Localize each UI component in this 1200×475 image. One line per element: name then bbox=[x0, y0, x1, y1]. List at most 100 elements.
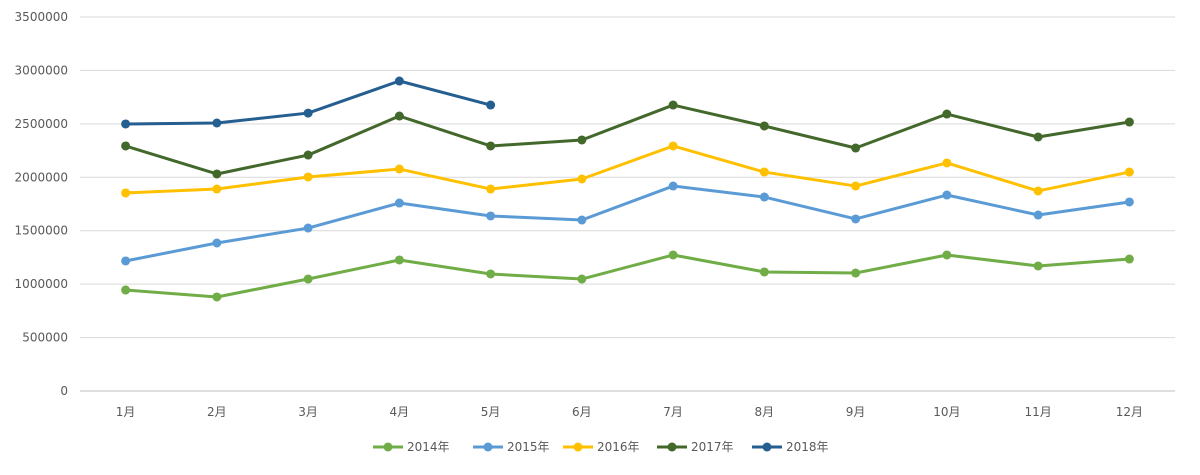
legend-label: 2018年 bbox=[786, 440, 829, 454]
data-point bbox=[486, 100, 496, 110]
x-tick-label: 7月 bbox=[663, 405, 683, 419]
data-point bbox=[121, 119, 131, 129]
data-point bbox=[121, 285, 131, 295]
x-tick-label: 5月 bbox=[481, 405, 501, 419]
data-point bbox=[577, 135, 587, 145]
series-2016年 bbox=[121, 141, 1134, 198]
x-tick-label: 3月 bbox=[298, 405, 318, 419]
data-point bbox=[1033, 210, 1043, 220]
data-point bbox=[942, 158, 952, 168]
legend: 2014年 2015年 2016年 2017年 2018年 bbox=[373, 440, 829, 454]
data-point bbox=[759, 192, 769, 202]
data-point bbox=[212, 169, 222, 179]
data-point bbox=[394, 76, 404, 86]
y-tick-label: 3500000 bbox=[15, 10, 68, 24]
data-point bbox=[1033, 186, 1043, 196]
legend-item: 2017年 bbox=[657, 440, 734, 454]
x-tick-label: 6月 bbox=[572, 405, 592, 419]
data-point bbox=[303, 223, 313, 233]
legend-swatch-marker bbox=[483, 442, 493, 452]
data-point bbox=[486, 141, 496, 151]
data-point bbox=[851, 268, 861, 278]
data-point bbox=[1124, 117, 1134, 127]
data-point bbox=[942, 250, 952, 260]
data-point bbox=[212, 184, 222, 194]
data-point bbox=[668, 250, 678, 260]
x-tick-label: 1月 bbox=[116, 405, 136, 419]
data-point bbox=[759, 167, 769, 177]
legend-swatch-marker bbox=[573, 442, 583, 452]
series-2017年 bbox=[121, 100, 1134, 179]
data-point bbox=[1033, 132, 1043, 142]
y-tick-label: 0 bbox=[60, 384, 68, 398]
data-point bbox=[303, 150, 313, 160]
legend-swatch-marker bbox=[667, 442, 677, 452]
data-point bbox=[577, 274, 587, 284]
x-tick-label: 8月 bbox=[755, 405, 775, 419]
data-point bbox=[394, 164, 404, 174]
y-tick-label: 500000 bbox=[22, 331, 68, 345]
legend-item: 2018年 bbox=[752, 440, 829, 454]
data-point bbox=[121, 256, 131, 266]
legend-item: 2015年 bbox=[473, 440, 550, 454]
y-tick-label: 1500000 bbox=[15, 224, 68, 238]
series-2018年 bbox=[121, 76, 496, 129]
data-point bbox=[394, 198, 404, 208]
x-tick-label: 11月 bbox=[1024, 405, 1051, 419]
legend-item: 2016年 bbox=[563, 440, 640, 454]
series-line bbox=[124, 144, 1131, 195]
data-point bbox=[303, 274, 313, 284]
data-point bbox=[759, 267, 769, 277]
legend-label: 2017年 bbox=[691, 440, 734, 454]
x-tick-label: 9月 bbox=[846, 405, 866, 419]
data-point bbox=[668, 181, 678, 191]
x-axis-ticks: 1月 2月 3月 4月 5月 6月 7月 8月 9月 10月 11月 12月 bbox=[116, 405, 1143, 419]
data-point bbox=[759, 121, 769, 131]
y-tick-label: 1000000 bbox=[15, 277, 68, 291]
data-point bbox=[303, 108, 313, 118]
y-tick-label: 2500000 bbox=[15, 117, 68, 131]
data-point bbox=[486, 184, 496, 194]
data-point bbox=[303, 172, 313, 182]
data-point bbox=[851, 143, 861, 153]
data-point bbox=[212, 238, 222, 248]
data-point bbox=[121, 141, 131, 151]
series-2015年 bbox=[121, 181, 1134, 266]
data-point bbox=[486, 211, 496, 221]
series-2014年 bbox=[121, 250, 1134, 302]
data-point bbox=[851, 214, 861, 224]
data-point bbox=[668, 141, 678, 151]
y-tick-label: 2000000 bbox=[15, 170, 68, 184]
legend-label: 2016年 bbox=[597, 440, 640, 454]
series-lines bbox=[121, 76, 1134, 302]
data-point bbox=[212, 118, 222, 128]
data-point bbox=[942, 109, 952, 119]
legend-label: 2015年 bbox=[507, 440, 550, 454]
series-line bbox=[124, 103, 1131, 176]
data-point bbox=[121, 188, 131, 198]
data-point bbox=[942, 190, 952, 200]
data-point bbox=[1033, 261, 1043, 271]
x-tick-label: 2月 bbox=[207, 405, 227, 419]
data-point bbox=[486, 269, 496, 279]
x-tick-label: 4月 bbox=[390, 405, 410, 419]
legend-label: 2014年 bbox=[407, 440, 450, 454]
legend-swatch-marker bbox=[762, 442, 772, 452]
x-tick-label: 10月 bbox=[933, 405, 960, 419]
data-point bbox=[1124, 197, 1134, 207]
series-line bbox=[124, 184, 1131, 263]
series-line bbox=[124, 253, 1131, 299]
data-point bbox=[1124, 254, 1134, 264]
legend-swatch-marker bbox=[383, 442, 393, 452]
y-axis-ticks: 0 500000 1000000 1500000 2000000 2500000 30000… bbox=[15, 10, 68, 398]
data-point bbox=[577, 174, 587, 184]
y-tick-label: 3000000 bbox=[15, 63, 68, 77]
data-point bbox=[1124, 167, 1134, 177]
data-point bbox=[577, 215, 587, 225]
legend-item: 2014年 bbox=[373, 440, 450, 454]
data-point bbox=[394, 255, 404, 265]
data-point bbox=[394, 111, 404, 121]
data-point bbox=[668, 100, 678, 110]
data-point bbox=[851, 181, 861, 191]
